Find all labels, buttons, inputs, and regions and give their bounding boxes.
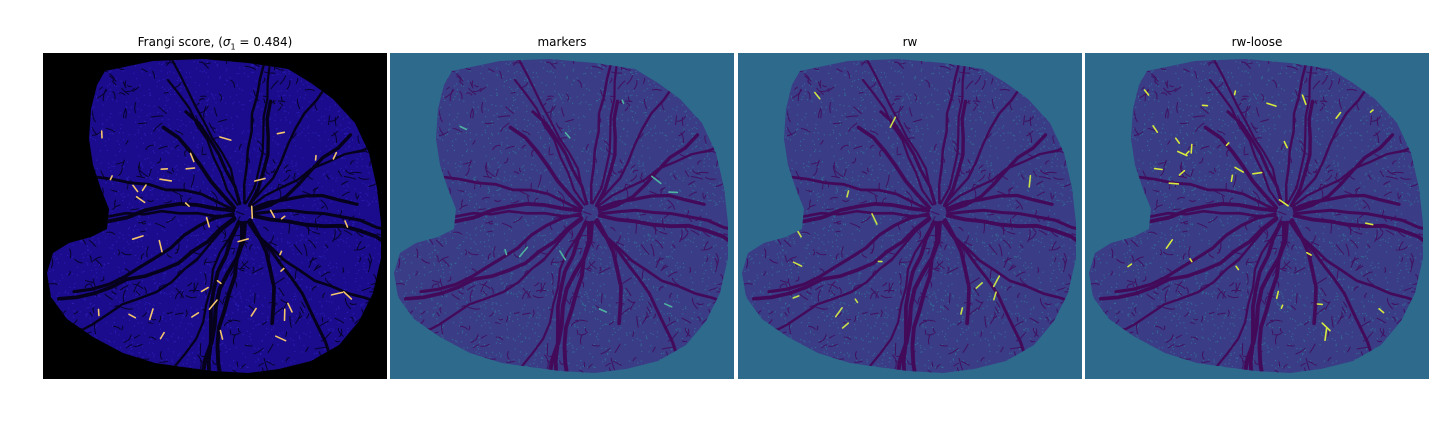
- markers-image: [390, 53, 734, 379]
- title-subscript: 1: [230, 42, 236, 52]
- panel-title-frangi: Frangi score, (σ1 = 0.484): [43, 35, 387, 51]
- panel-frangi-image: [43, 53, 387, 379]
- panel-markers-image: [390, 53, 734, 379]
- panel-title-markers: markers: [537, 35, 587, 49]
- rw-loose-image: [1085, 53, 1429, 379]
- title-suffix: = 0.484): [235, 35, 293, 49]
- panel-title-rw: rw: [902, 35, 918, 49]
- rw-image: [738, 53, 1082, 379]
- panel-rw-loose-image: [1085, 53, 1429, 379]
- frangi-image: [43, 53, 387, 379]
- panel-rw-image: [738, 53, 1082, 379]
- title-prefix: Frangi score, (: [137, 35, 223, 49]
- panel-title-rw-loose: rw-loose: [1231, 35, 1283, 49]
- title-sigma: σ: [222, 35, 231, 49]
